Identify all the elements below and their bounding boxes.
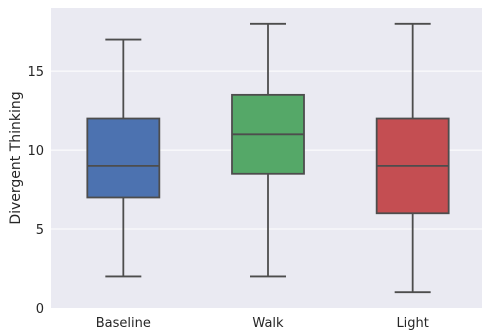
box-walk xyxy=(231,22,305,278)
box-baseline xyxy=(86,38,161,278)
iqr-box-baseline xyxy=(86,117,161,199)
box-light xyxy=(375,22,450,294)
x-tick-label-walk: Walk xyxy=(252,316,284,331)
y-tick-label-10: 10 xyxy=(27,144,44,159)
y-tick-labels: 0 5 10 15 xyxy=(27,65,44,317)
box-series xyxy=(86,22,450,294)
x-tick-label-baseline: Baseline xyxy=(96,316,151,331)
y-axis-label: Divergent Thinking xyxy=(8,91,24,224)
x-tick-labels: Baseline Walk Light xyxy=(96,316,429,331)
y-tick-label-0: 0 xyxy=(36,302,44,317)
x-tick-label-light: Light xyxy=(396,316,428,331)
y-tick-label-15: 15 xyxy=(27,65,44,80)
y-tick-label-5: 5 xyxy=(36,223,44,238)
